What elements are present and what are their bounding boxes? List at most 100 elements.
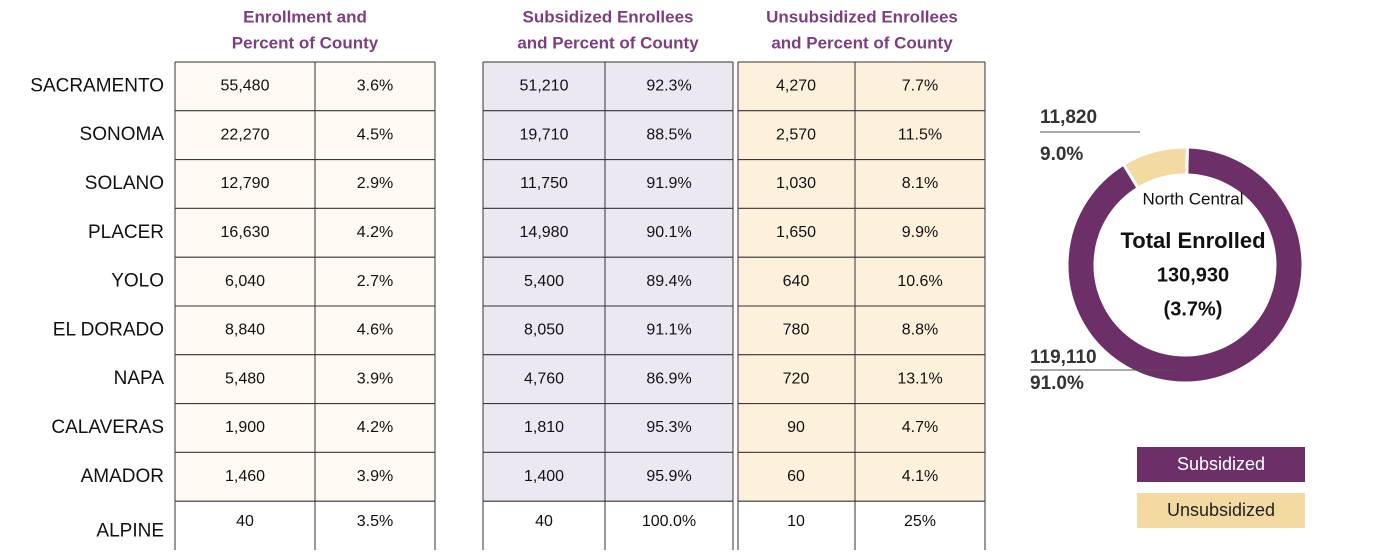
cell-value: 1,650 <box>776 224 816 241</box>
value-label: 119,110 <box>1030 347 1097 368</box>
column-header: Enrollment and <box>243 7 367 26</box>
cell-value: 19,710 <box>520 126 569 143</box>
county-name: CALAVERAS <box>51 417 164 438</box>
cell-value: 91.9% <box>646 175 691 192</box>
cell-value: 3.9% <box>357 370 393 387</box>
center-label: North Central <box>1142 189 1243 208</box>
cell-value: 60 <box>787 468 805 485</box>
cell-value: 88.5% <box>646 126 691 143</box>
cell-bg <box>483 159 733 209</box>
cell-bg <box>738 501 985 550</box>
cell-value: 780 <box>783 322 810 339</box>
value-label: 11,820 <box>1040 107 1097 128</box>
county-name: SOLANO <box>85 173 164 194</box>
cell-value: 4.1% <box>902 468 938 485</box>
cell-value: 10 <box>787 513 805 530</box>
cell-value: 40 <box>236 513 254 530</box>
cell-value: 1,900 <box>225 419 265 436</box>
cell-bg <box>175 208 435 258</box>
county-name: YOLO <box>111 271 164 292</box>
cell-value: 5,400 <box>524 273 564 290</box>
cell-bg <box>738 208 985 258</box>
cell-value: 720 <box>783 370 810 387</box>
legend-label: Subsidized <box>1177 454 1265 474</box>
cell-value: 8,840 <box>225 322 265 339</box>
cell-value: 10.6% <box>897 273 942 290</box>
cell-value: 95.9% <box>646 468 691 485</box>
cell-value: 1,460 <box>225 468 265 485</box>
cell-bg <box>738 452 985 502</box>
cell-bg <box>738 403 985 453</box>
cell-value: 2,570 <box>776 126 816 143</box>
cell-value: 8,050 <box>524 322 564 339</box>
cell-value: 4.2% <box>357 419 393 436</box>
center-label: Total Enrolled <box>1120 228 1265 253</box>
cell-value: 4.5% <box>357 126 393 143</box>
cell-value: 11,750 <box>520 175 568 192</box>
cell-value: 4,760 <box>524 370 564 387</box>
cell-bg <box>175 110 435 160</box>
county-name: SONOMA <box>80 124 165 145</box>
county-name: ALPINE <box>96 521 164 542</box>
cell-bg <box>483 110 733 160</box>
column-header: and Percent of County <box>517 33 699 52</box>
legend-swatch <box>1137 447 1305 482</box>
donut-slice <box>1121 145 1189 191</box>
cell-value: 22,270 <box>221 126 270 143</box>
cell-value: 25% <box>904 513 936 530</box>
cell-bg <box>175 62 435 111</box>
column-header: Unsubsidized Enrollees <box>766 7 958 26</box>
cell-value: 3.9% <box>357 468 393 485</box>
cell-bg <box>175 501 435 550</box>
cell-value: 55,480 <box>221 78 270 95</box>
cell-bg <box>738 62 985 111</box>
county-name: AMADOR <box>81 466 164 487</box>
cell-value: 95.3% <box>646 419 691 436</box>
cell-value: 9.9% <box>902 224 938 241</box>
cell-value: 5,480 <box>225 370 265 387</box>
cell-value: 40 <box>535 513 553 530</box>
cell-value: 8.1% <box>902 175 938 192</box>
cell-bg <box>175 306 435 355</box>
cell-bg <box>483 306 733 355</box>
cell-bg <box>483 452 733 502</box>
cell-value: 8.8% <box>902 322 938 339</box>
cell-bg <box>483 208 733 258</box>
county-name: PLACER <box>88 222 164 243</box>
cell-bg <box>483 257 733 306</box>
cell-bg <box>175 452 435 502</box>
cell-value: 6,040 <box>225 273 265 290</box>
cell-value: 11.5% <box>898 126 942 143</box>
cell-bg <box>175 257 435 306</box>
cell-bg <box>738 354 985 404</box>
cell-value: 7.7% <box>902 78 938 95</box>
cell-value: 4.6% <box>357 322 393 339</box>
column-header: Percent of County <box>232 33 379 52</box>
cell-bg <box>175 159 435 209</box>
column-header: and Percent of County <box>771 33 953 52</box>
percent-label: 91.0% <box>1030 373 1084 394</box>
cell-value: 90 <box>787 419 805 436</box>
cell-value: 3.5% <box>357 513 393 530</box>
cell-value: 4.2% <box>357 224 393 241</box>
cell-value: 1,030 <box>776 175 816 192</box>
donut-slice <box>1065 145 1305 385</box>
column-header: Subsidized Enrollees <box>523 7 694 26</box>
cell-value: 1,400 <box>524 468 564 485</box>
cell-value: 89.4% <box>646 273 691 290</box>
center-label: 130,930 <box>1157 264 1229 286</box>
cell-value: 4,270 <box>776 78 816 95</box>
cell-bg <box>483 501 733 550</box>
cell-value: 13.1% <box>897 370 942 387</box>
cell-value: 16,630 <box>221 224 270 241</box>
cell-value: 640 <box>783 273 810 290</box>
cell-bg <box>738 159 985 209</box>
cell-bg <box>483 354 733 404</box>
cell-value: 51,210 <box>520 78 569 95</box>
cell-bg <box>483 403 733 453</box>
cell-value: 14,980 <box>520 224 569 241</box>
cell-bg <box>738 110 985 160</box>
cell-value: 1,810 <box>524 419 564 436</box>
county-name: SACRAMENTO <box>30 75 164 96</box>
cell-value: 4.7% <box>902 419 938 436</box>
